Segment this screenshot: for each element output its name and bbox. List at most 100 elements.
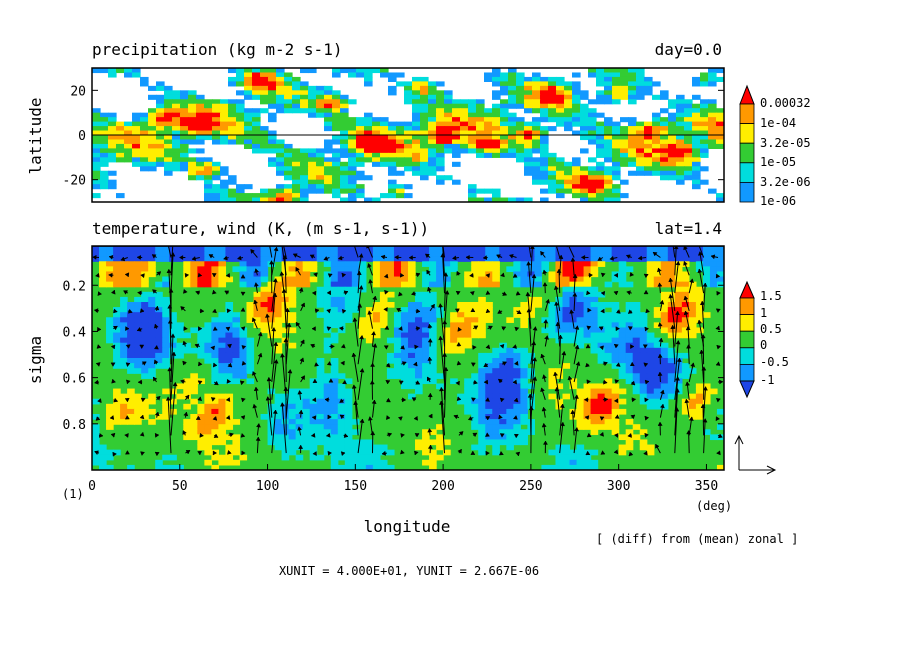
temp-cell <box>499 429 507 435</box>
precip-cell <box>228 197 237 202</box>
temp-cell <box>716 261 724 267</box>
wind-vector <box>283 246 287 258</box>
wind-vector-head <box>675 260 681 266</box>
precip-cell <box>92 152 101 158</box>
temp-cell <box>141 322 149 329</box>
temp-cell <box>653 388 662 395</box>
precip-cell <box>668 99 677 105</box>
temp-cell <box>274 444 283 451</box>
wind-vector-head <box>686 430 692 435</box>
temp-cell <box>464 317 472 323</box>
temp-cell <box>183 266 191 273</box>
temp-cell <box>485 373 493 379</box>
temp-cell <box>646 256 655 262</box>
precip-cell <box>308 179 317 185</box>
temp-cell <box>408 317 416 323</box>
precip-cell <box>436 161 445 167</box>
temp-cell <box>632 307 641 313</box>
wind-vector-head <box>599 431 604 437</box>
temp-cell <box>211 317 219 323</box>
temp-xtick: 50 <box>172 464 188 494</box>
temp-cell <box>471 424 479 430</box>
precip-cell <box>156 121 165 127</box>
precip-cell <box>412 148 421 154</box>
wind-vector <box>700 349 705 383</box>
precip-cell <box>684 103 693 109</box>
temp-cell <box>393 373 402 379</box>
temp-cell <box>422 327 430 334</box>
precip-cell <box>524 99 533 105</box>
precip-cell <box>412 121 421 127</box>
temp-cell <box>393 363 402 369</box>
precip-cell <box>156 112 165 118</box>
precip-cell <box>452 126 461 132</box>
wind-vector-head <box>438 400 444 405</box>
temp-cell <box>288 276 297 283</box>
temp-cell <box>246 246 255 252</box>
wind-vector <box>285 323 290 365</box>
temp-cell <box>113 327 121 334</box>
precip-cell <box>476 126 485 132</box>
temp-cell <box>583 276 592 283</box>
temp-cell <box>162 408 170 415</box>
precip-cell <box>284 157 293 163</box>
precip-cell <box>572 179 581 185</box>
wind-vector <box>444 367 447 418</box>
temp-cell <box>225 246 234 252</box>
temp-cell <box>429 352 437 359</box>
precip-cell <box>596 112 605 118</box>
wind-vector-head <box>702 418 708 423</box>
temp-cell <box>450 337 458 344</box>
temp-cell <box>239 454 248 461</box>
temp-cell <box>590 398 599 405</box>
temp-cell <box>92 414 100 420</box>
temp-cell <box>506 414 514 420</box>
temp-cell <box>190 347 198 354</box>
temp-cell <box>520 261 528 267</box>
precip-cell <box>284 170 293 176</box>
wind-vector-head <box>387 432 393 438</box>
temp-cell <box>302 261 311 267</box>
precip-cell <box>380 68 389 74</box>
temp-cell <box>478 266 486 273</box>
temp-cell <box>639 393 648 400</box>
temp-cell <box>492 281 500 288</box>
wind-vector-head <box>357 303 363 308</box>
precip-cell <box>684 143 693 149</box>
precip-cell <box>348 175 357 181</box>
precip-cell <box>572 166 581 172</box>
temp-cell <box>197 276 205 283</box>
precip-cell <box>228 68 237 74</box>
precip-cell <box>564 121 573 127</box>
precip-cell <box>124 130 133 136</box>
temp-cell <box>506 388 514 395</box>
precip-cell <box>284 197 293 202</box>
precip-cell <box>412 135 421 141</box>
precip-cell <box>228 76 237 82</box>
temp-cell <box>204 403 212 410</box>
temp-cell <box>190 373 198 379</box>
precip-cell <box>556 157 565 163</box>
precip-cell <box>540 139 549 145</box>
precip-cell <box>476 135 485 141</box>
precip-cell <box>308 68 317 74</box>
temp-cell <box>576 256 585 262</box>
temp-cell <box>422 444 430 451</box>
temp-cell <box>225 352 234 359</box>
temp-cell <box>344 388 353 395</box>
temp-cell <box>393 337 402 344</box>
temp-cell <box>232 256 241 262</box>
wind-vector-head <box>542 374 547 379</box>
precip-cell <box>524 166 533 172</box>
precip-cell <box>620 161 629 167</box>
wind-vector-head <box>211 273 217 278</box>
temp-cell <box>218 459 227 466</box>
temp-cell <box>232 352 241 359</box>
temp-cell <box>218 337 227 344</box>
precip-cell <box>420 85 429 91</box>
wind-vector <box>699 251 705 276</box>
temp-cell <box>344 256 353 262</box>
temp-cell <box>337 291 346 298</box>
temp-cell <box>400 363 409 369</box>
temp-cell <box>323 439 332 446</box>
